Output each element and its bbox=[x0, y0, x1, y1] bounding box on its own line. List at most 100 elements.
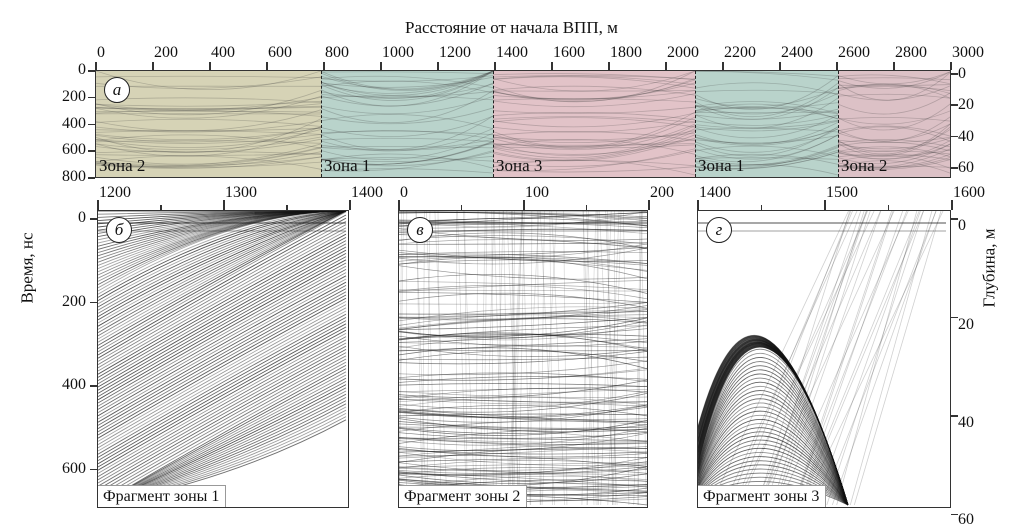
zone-divider bbox=[321, 71, 322, 177]
x-tick-label: 0 bbox=[400, 184, 408, 201]
x-tick-label: 1800 bbox=[610, 44, 642, 61]
depth-tick-label: 40 bbox=[958, 414, 974, 431]
x-tick bbox=[779, 62, 781, 70]
panel-v-caption: Фрагмент зоны 2 bbox=[399, 485, 528, 507]
top-axis-title: Расстояние от начала ВПП, м bbox=[405, 18, 618, 37]
time-tick-label: 400 bbox=[62, 376, 86, 393]
zone-label: Зона 2 bbox=[99, 156, 146, 175]
depth-tick-label: 0 bbox=[958, 217, 966, 234]
x-tick bbox=[893, 62, 895, 70]
x-tick bbox=[95, 62, 97, 70]
panel-g-caption: Фрагмент зоны 3 bbox=[698, 485, 827, 507]
x-tick-label: 1600 bbox=[953, 184, 985, 201]
depth-tick bbox=[951, 73, 958, 75]
time-tick-label: 800 bbox=[62, 168, 86, 185]
panel-b-radargram: б Фрагмент зоны 1 bbox=[97, 210, 349, 508]
x-tick bbox=[152, 62, 154, 70]
depth-tick bbox=[951, 104, 958, 106]
time-tick-label: 0 bbox=[78, 61, 86, 78]
x-tick bbox=[323, 62, 325, 70]
zone-label: Зона 3 bbox=[496, 156, 543, 175]
panel-b-caption: Фрагмент зоны 1 bbox=[98, 485, 227, 507]
zone-divider bbox=[838, 71, 839, 177]
x-tick bbox=[824, 200, 826, 210]
x-tick bbox=[722, 62, 724, 70]
x-tick-label: 1300 bbox=[225, 184, 257, 201]
x-tick bbox=[349, 200, 351, 210]
x-tick-label: 1400 bbox=[351, 184, 383, 201]
time-tick bbox=[88, 70, 95, 72]
zone-label: Зона 2 bbox=[841, 156, 888, 175]
x-tick bbox=[648, 200, 650, 210]
left-axis-title: Время, нс bbox=[17, 232, 37, 304]
x-tick bbox=[887, 205, 889, 210]
time-tick-label: 600 bbox=[62, 141, 86, 159]
time-tick-label: 0 bbox=[78, 209, 86, 226]
x-tick-label: 1200 bbox=[99, 184, 131, 201]
x-tick bbox=[160, 205, 162, 210]
x-tick bbox=[209, 62, 211, 70]
right-axis-title: Глубина, м bbox=[979, 228, 999, 308]
x-tick-label: 1400 bbox=[699, 184, 731, 201]
panel-b-badge: б bbox=[106, 217, 132, 243]
time-tick-label: 200 bbox=[62, 292, 86, 310]
panel-a-radargram: Зона 2 Зона 1 Зона 3 Зона 1 Зона 2 а bbox=[95, 70, 951, 178]
zone-divider bbox=[493, 71, 494, 177]
depth-tick-label: 60 bbox=[958, 511, 974, 528]
reflection-texture bbox=[399, 211, 647, 506]
depth-tick-label: 40 bbox=[958, 127, 974, 145]
panel-g-badge: г bbox=[706, 217, 732, 243]
zone-region: Зона 1 bbox=[695, 71, 838, 177]
x-tick bbox=[266, 62, 268, 70]
zone-divider bbox=[695, 71, 696, 177]
x-tick bbox=[551, 62, 553, 70]
panel-a-badge: а bbox=[104, 77, 130, 103]
reflection-texture bbox=[695, 71, 838, 176]
x-tick-label: 400 bbox=[211, 44, 235, 61]
time-tick bbox=[90, 218, 97, 220]
x-tick-label: 2200 bbox=[724, 44, 756, 61]
depth-tick bbox=[951, 415, 958, 417]
x-tick-label: 1000 bbox=[382, 44, 414, 61]
time-tick bbox=[88, 177, 95, 179]
depth-tick bbox=[951, 316, 958, 318]
zone-region: Зона 2 bbox=[838, 71, 950, 177]
depth-tick-label: 20 bbox=[958, 96, 974, 114]
depth-tick bbox=[951, 167, 958, 169]
x-tick-label: 2000 bbox=[667, 44, 699, 61]
x-tick-label: 1500 bbox=[826, 184, 858, 201]
reflection-texture bbox=[96, 71, 321, 170]
x-tick bbox=[950, 62, 952, 70]
x-tick-label: 2400 bbox=[781, 44, 813, 61]
time-tick bbox=[90, 385, 97, 387]
x-tick bbox=[585, 205, 587, 210]
time-tick bbox=[88, 123, 95, 125]
time-tick bbox=[88, 96, 95, 99]
panel-g-radargram: г Фрагмент зоны 3 bbox=[697, 210, 951, 508]
x-tick bbox=[223, 200, 225, 210]
reflection-texture bbox=[98, 211, 347, 506]
zone-region: Зона 1 bbox=[321, 71, 493, 177]
x-tick bbox=[437, 62, 439, 70]
panel-v-radargram: в Фрагмент зоны 2 bbox=[398, 210, 648, 508]
x-tick-label: 3000 bbox=[952, 44, 984, 61]
x-tick bbox=[836, 62, 838, 70]
x-tick bbox=[97, 200, 99, 210]
x-tick-label: 1600 bbox=[553, 44, 585, 61]
depth-tick-label: 0 bbox=[958, 65, 966, 82]
x-tick bbox=[697, 200, 699, 210]
x-tick bbox=[760, 205, 762, 210]
time-tick bbox=[90, 301, 97, 303]
x-tick-label: 1400 bbox=[496, 44, 528, 61]
time-tick bbox=[90, 468, 97, 470]
x-tick bbox=[494, 62, 496, 70]
x-tick-label: 0 bbox=[97, 44, 105, 61]
x-tick-label: 600 bbox=[268, 44, 292, 61]
reflection-texture bbox=[321, 71, 493, 174]
x-tick bbox=[523, 200, 525, 210]
depth-tick-label: 60 bbox=[958, 159, 974, 176]
x-tick bbox=[398, 200, 400, 210]
depth-tick bbox=[951, 135, 958, 138]
reflection-texture bbox=[698, 211, 946, 506]
reflection-texture bbox=[838, 71, 950, 174]
